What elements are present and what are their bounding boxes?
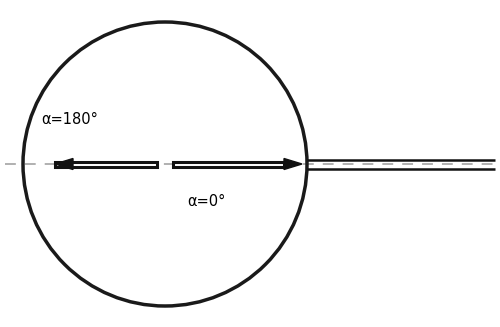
Text: α=180°: α=180° bbox=[41, 112, 98, 127]
Bar bbox=[55, 162, 157, 166]
Polygon shape bbox=[55, 159, 73, 169]
Bar bbox=[173, 162, 284, 166]
Text: α=0°: α=0° bbox=[187, 195, 226, 210]
Polygon shape bbox=[284, 159, 302, 169]
